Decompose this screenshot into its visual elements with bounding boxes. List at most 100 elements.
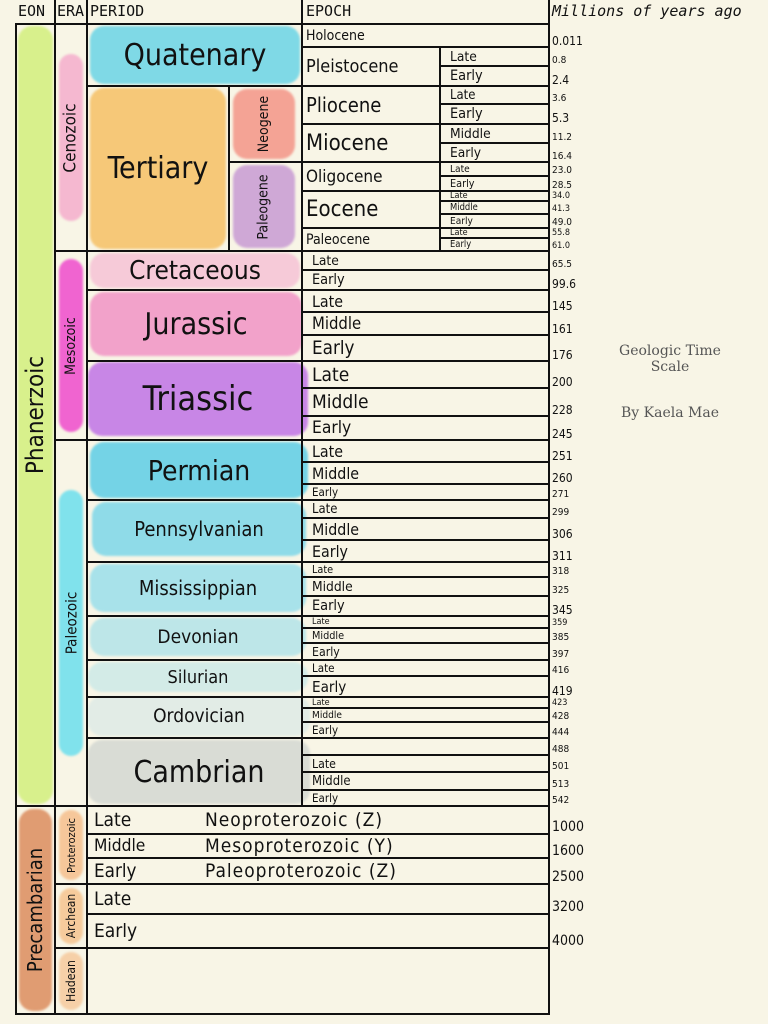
- period-mississippian: Mississippian: [138, 576, 258, 600]
- row-divider: [302, 334, 548, 336]
- subperiod-neogene: Neogene: [230, 86, 298, 162]
- age-label: 5.3: [552, 111, 570, 125]
- age-label: 245: [552, 427, 573, 441]
- age-label: 145: [552, 299, 573, 313]
- period-mississippian-fill: [90, 564, 306, 612]
- age-label: 2.4: [552, 73, 570, 87]
- era-divider: [55, 947, 87, 949]
- age-label: 416: [552, 665, 570, 676]
- period-triassic: Triassic: [142, 379, 254, 419]
- precambrian-eon-name: Neoproterozoic (Z): [205, 809, 384, 831]
- age-label: 444: [552, 727, 570, 738]
- eon-phanerozoic-fill: [18, 26, 53, 804]
- age-label: 2500: [552, 869, 585, 885]
- row-divider: [87, 883, 548, 885]
- era-divider: [55, 439, 87, 441]
- era-archean: Archean: [55, 884, 87, 948]
- period-divider: [87, 737, 302, 739]
- age-label: 65.5: [552, 259, 573, 270]
- row-divider: [302, 387, 548, 389]
- row-divider: [440, 175, 548, 177]
- eon-phanerozoic-label: Phanerzoic: [21, 355, 50, 475]
- age-label: 28.5: [552, 180, 573, 191]
- period-divider: [87, 696, 302, 698]
- row-divider: [302, 311, 548, 313]
- period-jurassic-fill: [90, 292, 302, 356]
- age-label: 1600: [552, 843, 585, 859]
- subepoch-paleo-mesozoic: Early: [312, 485, 339, 499]
- row-divider: [302, 659, 548, 661]
- subepoch-paleo-mesozoic: Middle: [312, 578, 353, 595]
- era-mesozoic: Mesozoic: [55, 251, 87, 440]
- eon-precambrian: Precambarian: [16, 806, 55, 1014]
- row-divider: [302, 439, 548, 441]
- epoch-subepoch-line: [439, 47, 441, 251]
- epoch-divider: [302, 250, 548, 252]
- epoch-pleistocene: Pleistocene: [306, 56, 399, 77]
- eon-divider: [16, 805, 550, 807]
- row-divider: [302, 595, 548, 597]
- period-quatenary-fill: [90, 26, 300, 84]
- row-divider: [302, 360, 548, 362]
- age-label: 271: [552, 489, 570, 500]
- subepoch-cenozoic: Middle: [450, 202, 478, 213]
- epoch-divider: [302, 85, 548, 87]
- subepoch-cenozoic: Late: [450, 48, 477, 65]
- row-divider: [440, 123, 548, 125]
- period-tertiary: Tertiary: [107, 151, 209, 186]
- subepoch-paleo-mesozoic: Middle: [312, 709, 342, 721]
- age-label: 318: [552, 566, 570, 577]
- epoch-oligocene: Oligocene: [306, 166, 383, 187]
- row-divider: [440, 227, 548, 229]
- subepoch-paleo-mesozoic: Late: [312, 756, 336, 771]
- subepoch-cenozoic: Late: [450, 163, 470, 175]
- age-label: 49.0: [552, 217, 573, 228]
- age-label: 55.8: [552, 228, 571, 238]
- subepoch-paleo-mesozoic: Early: [312, 272, 345, 288]
- age-label: 428: [552, 711, 570, 722]
- age-label: 311: [552, 549, 573, 563]
- era-proterozoic-fill: [59, 810, 83, 880]
- era-divider: [55, 883, 87, 885]
- row-divider: [302, 517, 548, 519]
- row-divider: [302, 721, 548, 723]
- row-divider: [87, 913, 548, 915]
- subepoch-paleo-mesozoic: Late: [312, 661, 335, 675]
- age-label: 176: [552, 348, 573, 362]
- subepoch-paleo-mesozoic: Early: [312, 598, 345, 614]
- age-label: 34.0: [552, 191, 571, 201]
- era-hadean-fill: [59, 952, 83, 1010]
- header-period: PERIOD: [90, 2, 145, 20]
- subepoch-paleo-mesozoic: Middle: [312, 463, 360, 483]
- age-label: 359: [552, 618, 568, 628]
- subepoch-cenozoic: Early: [450, 215, 473, 227]
- age-label: 306: [552, 527, 573, 541]
- row-divider: [440, 190, 548, 192]
- row-divider: [302, 483, 548, 485]
- age-label: 200: [552, 375, 573, 389]
- frame-bottom: [15, 1013, 550, 1015]
- period-silurian-fill: [88, 662, 308, 692]
- epoch-divider: [302, 227, 548, 229]
- epoch-divider: [302, 46, 548, 48]
- subepoch-paleo-mesozoic: Late: [312, 441, 343, 461]
- row-divider: [302, 789, 548, 791]
- subepoch-paleo-mesozoic: Late: [312, 252, 339, 269]
- subepoch-cenozoic: Early: [450, 239, 472, 250]
- age-label: 385: [552, 632, 570, 643]
- era-paleozoic-fill: [59, 490, 83, 756]
- era-paleozoic: Paleozoic: [55, 440, 87, 806]
- period-divider: [87, 561, 302, 563]
- row-divider: [302, 289, 548, 291]
- age-label: 345: [552, 603, 573, 617]
- epoch-pliocene: Pliocene: [306, 93, 382, 117]
- subepoch-paleo-mesozoic: Late: [312, 563, 334, 576]
- epoch-paleocene: Paleocene: [306, 231, 371, 248]
- period-silurian: Silurian: [167, 666, 229, 688]
- subperiod-neogene-label: Neogene: [256, 95, 272, 153]
- row-divider: [87, 857, 548, 859]
- row-divider: [302, 415, 548, 417]
- age-label: 3200: [552, 899, 585, 915]
- subepoch-paleo-mesozoic: Early: [312, 677, 347, 696]
- period-divider: [87, 615, 302, 617]
